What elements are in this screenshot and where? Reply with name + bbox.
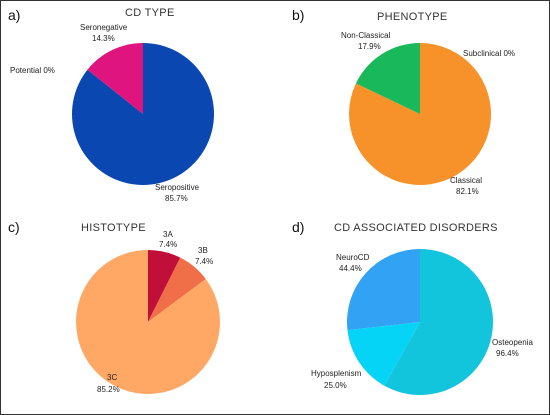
pie-slice-3b <box>148 257 206 322</box>
slice-value-classical: 82.1% <box>456 187 479 196</box>
slice-label-neurocd: NeuroCD <box>336 253 370 262</box>
pie-slices <box>71 43 214 185</box>
slice-value-3c: 85.2% <box>97 385 120 394</box>
pie-slice-3a <box>148 250 181 322</box>
pie-slice-osteopenia <box>384 249 494 395</box>
panel-phenotype: b) PHENOTYPE Subclinical 0% Classical 82… <box>292 7 515 196</box>
pie-slice-seronegative <box>87 43 143 114</box>
slice-value-osteopenia: 96.4% <box>496 349 519 358</box>
slice-label-3c: 3C <box>107 373 117 382</box>
chart-title: HISTOTYPE <box>81 222 146 234</box>
panel-letter: b) <box>292 7 304 23</box>
slice-label-3b: 3B <box>198 246 208 255</box>
pie-slice-hyposplenism <box>347 322 420 386</box>
pie-slices <box>347 249 494 395</box>
slice-label-seropositive: Seropositive <box>155 183 200 192</box>
slice-label-potential: Potential 0% <box>10 66 55 75</box>
slice-value-seropositive: 85.7% <box>165 194 188 203</box>
slice-value-neurocd: 44.4% <box>339 264 362 273</box>
panel-histotype: c) HISTOTYPE 3A 7.4% 3B 7.4% 3C 85.2% <box>8 219 220 394</box>
slice-label-hyposplenism: Hyposplenism <box>311 369 362 378</box>
slice-label-subclinical: Subclinical 0% <box>463 49 515 58</box>
panel-letter: d) <box>292 219 304 235</box>
panel-cd-type: a) CD TYPE Seropositive 85.7% Potential … <box>8 7 214 203</box>
slice-label-3a: 3A <box>163 230 173 239</box>
slice-value-seronegative: 14.3% <box>92 34 115 43</box>
panel-cd-associated-disorders: d) CD ASSOCIATED DISORDERS Osteopenia 96… <box>292 219 533 395</box>
slice-label-osteopenia: Osteopenia <box>492 338 533 347</box>
slice-label-classical: Classical <box>450 176 482 185</box>
slice-value-non-classical: 17.9% <box>358 42 381 51</box>
slice-label-seronegative: Seronegative <box>80 23 128 32</box>
chart-title: CD TYPE <box>125 7 175 19</box>
pie-slices <box>75 250 220 394</box>
chart-title: CD ASSOCIATED DISORDERS <box>334 222 498 234</box>
pie-slice-seropositive <box>71 43 214 185</box>
slice-value-hyposplenism: 25.0% <box>324 381 347 390</box>
pie-slice-classical <box>349 43 492 185</box>
panel-letter: c) <box>8 219 20 235</box>
slice-value-3a: 7.4% <box>159 240 177 249</box>
pie-slice-3c <box>75 250 220 394</box>
chart-title: PHENOTYPE <box>377 11 448 23</box>
slice-value-3b: 7.4% <box>195 257 213 266</box>
pie-slices <box>349 43 492 185</box>
pie-slice-neurocd <box>347 249 420 331</box>
panel-letter: a) <box>8 7 20 23</box>
pie-slice-non-classical <box>355 43 420 114</box>
slice-label-non-classical: Non-Classical <box>341 31 391 40</box>
